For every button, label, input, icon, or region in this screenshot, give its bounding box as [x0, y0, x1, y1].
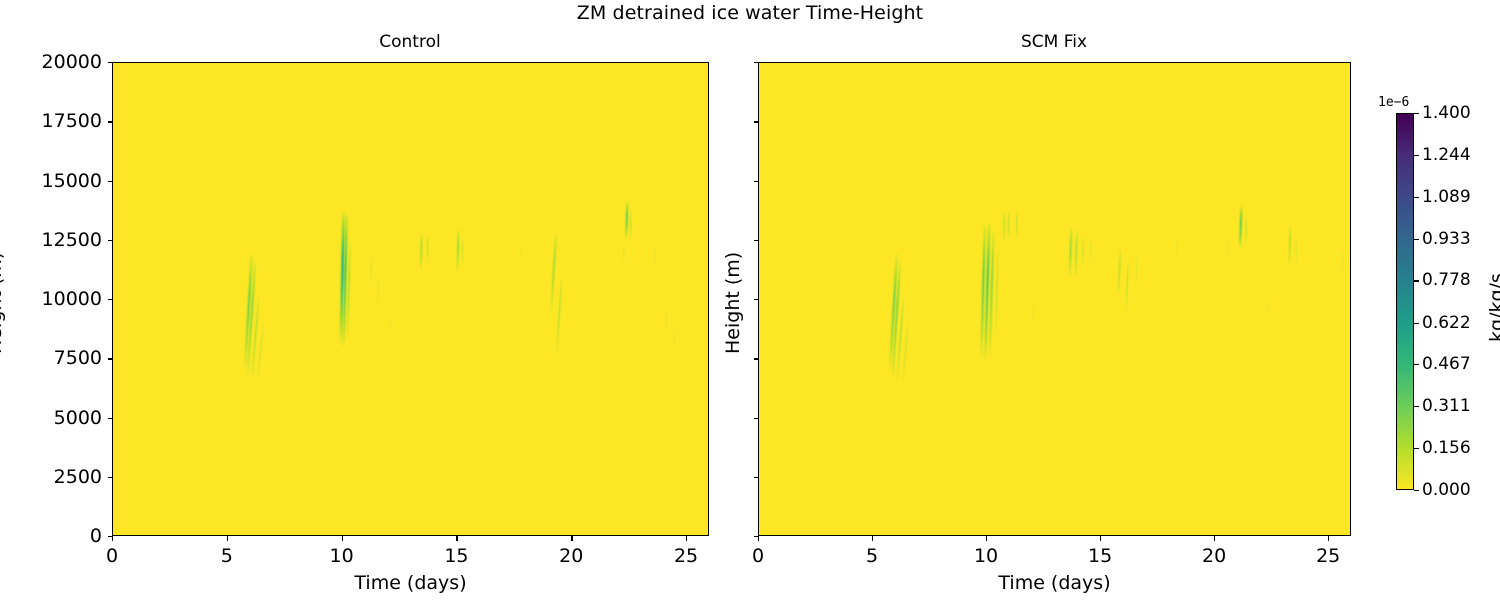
colorbar-tick-label: 1.089	[1422, 186, 1471, 207]
ytick-mark	[107, 476, 112, 479]
xtick-mark	[1328, 536, 1330, 541]
ytick-mark	[753, 299, 758, 301]
xtick-label: 0	[105, 545, 119, 567]
xtick-mark	[571, 536, 573, 541]
ytick-mark	[753, 417, 758, 419]
ytick-mark	[107, 239, 112, 242]
colorbar-tick-mark	[1414, 406, 1419, 408]
xtick-mark	[456, 536, 458, 541]
colorbar-offset-text: 1e−6	[1378, 95, 1410, 110]
colorbar-tick-mark	[1414, 196, 1419, 198]
xtick-mark	[1214, 536, 1216, 541]
ytick-label: 5000	[53, 406, 102, 429]
xtick-label: 10	[329, 545, 354, 567]
ytick-label: 17500	[41, 110, 102, 133]
ytick-mark	[753, 536, 758, 538]
ytick-label: 20000	[41, 51, 102, 73]
x-axis-label-scm_fix: Time (days)	[998, 572, 1111, 594]
colorbar-tick-mark	[1414, 322, 1419, 324]
colorbar-gradient	[1397, 114, 1413, 489]
colorbar-tick-mark	[1414, 447, 1419, 450]
xtick-mark	[341, 536, 343, 541]
xtick-label: 15	[444, 545, 469, 567]
colorbar	[1396, 113, 1414, 490]
colorbar-tick-label: 0.000	[1422, 480, 1471, 500]
x-axis-label-control: Time (days)	[354, 572, 467, 594]
xtick-label: 20	[559, 545, 584, 567]
y-axis-label-control: Height (m)	[0, 251, 6, 354]
colorbar-tick-label: 0.622	[1422, 312, 1471, 333]
ytick-mark	[753, 358, 758, 360]
colorbar-tick-label: 1.244	[1422, 145, 1471, 165]
colorbar-tick-mark	[1414, 490, 1419, 492]
xtick-mark	[986, 536, 988, 541]
xtick-mark	[758, 536, 760, 541]
colorbar-tick-mark	[1414, 155, 1419, 157]
figure-title: ZM detrained ice water Time-Height	[576, 2, 924, 24]
ytick-label: 0	[89, 525, 102, 547]
xtick-label: 25	[673, 545, 699, 567]
xtick-label: 5	[865, 545, 879, 567]
ytick-mark	[753, 121, 758, 123]
colorbar-tick-mark	[1414, 280, 1419, 282]
colorbar-tick-label: 1.400	[1422, 103, 1471, 123]
xtick-label: 5	[220, 545, 233, 567]
ytick-label: 2500	[53, 465, 102, 488]
colorbar-tick-label: 0.778	[1422, 270, 1471, 291]
xtick-mark	[112, 536, 114, 541]
ytick-mark	[107, 121, 112, 123]
colorbar-tick-label: 0.156	[1422, 437, 1471, 458]
ytick-mark	[753, 62, 758, 64]
ytick-mark	[753, 239, 758, 242]
heatmap-panel-control[interactable]	[112, 62, 709, 536]
xtick-mark	[1100, 536, 1102, 541]
heatmap-image-scm_fix	[759, 63, 1350, 535]
ytick-label: 10000	[41, 288, 102, 310]
ytick-mark	[753, 180, 758, 182]
ytick-mark	[107, 536, 112, 538]
ytick-label: 7500	[53, 347, 102, 370]
xtick-label: 0	[751, 545, 765, 567]
heatmap-image-control	[113, 63, 708, 535]
xtick-mark	[686, 536, 688, 541]
xtick-mark	[872, 536, 874, 541]
colorbar-tick-mark	[1414, 113, 1419, 115]
xtick-mark	[226, 536, 229, 541]
colorbar-axis-label: kg/kg/s	[1486, 272, 1500, 342]
ytick-mark	[107, 299, 112, 301]
xtick-label: 10	[973, 545, 999, 567]
ytick-mark	[107, 180, 112, 182]
panel-title-control: Control	[379, 32, 441, 52]
ytick-mark	[107, 358, 112, 360]
panel-title-scm_fix: SCM Fix	[1020, 32, 1088, 52]
ytick-label: 15000	[41, 169, 102, 192]
xtick-label: 15	[1088, 545, 1113, 567]
ytick-label: 12500	[41, 228, 102, 251]
colorbar-tick-label: 0.933	[1422, 228, 1471, 249]
xtick-label: 20	[1202, 545, 1227, 567]
heatmap-panel-scm_fix[interactable]	[758, 62, 1351, 536]
colorbar-tick-label: 0.311	[1422, 396, 1471, 417]
y-axis-label-scm_fix: Height (m)	[722, 251, 744, 354]
colorbar-tick-mark	[1414, 364, 1419, 366]
colorbar-tick-mark	[1414, 238, 1419, 240]
colorbar-tick-label: 0.467	[1422, 354, 1471, 375]
ytick-mark	[107, 417, 112, 419]
xtick-label: 25	[1316, 545, 1341, 567]
ytick-mark	[107, 62, 112, 64]
ytick-mark	[753, 476, 758, 479]
